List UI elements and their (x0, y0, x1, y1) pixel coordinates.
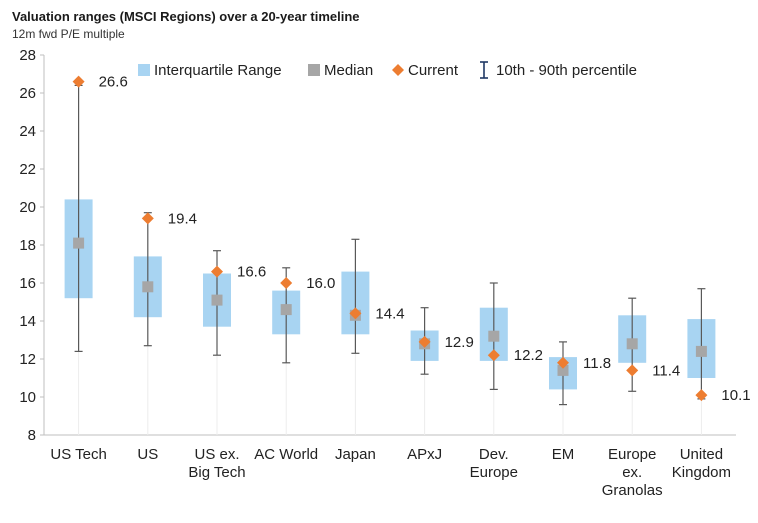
current-value-label: 16.0 (306, 275, 335, 292)
current-value-label: 12.2 (514, 347, 543, 364)
y-tick-label: 20 (19, 199, 36, 216)
legend-iqr-label: Interquartile Range (154, 62, 282, 79)
legend-iqr-swatch (138, 64, 150, 76)
current-marker (418, 335, 431, 348)
y-tick-label: 8 (28, 427, 36, 444)
current-value-label: 11.4 (652, 362, 680, 379)
legend-whisker-label: 10th - 90th percentile (496, 62, 637, 79)
current-marker (280, 277, 293, 289)
category-label: US ex. (194, 446, 239, 463)
median-marker (211, 294, 223, 306)
median-marker (626, 338, 638, 350)
y-tick-label: 28 (19, 47, 36, 64)
median-marker (557, 364, 569, 376)
current-value-label: 19.4 (168, 210, 197, 227)
current-marker (349, 307, 362, 320)
category-label: Kingdom (672, 464, 731, 481)
y-tick-label: 10 (19, 389, 36, 406)
current-value-label: 11.8 (583, 355, 611, 372)
legend-median-swatch (308, 64, 320, 76)
category-label: EM (552, 446, 575, 463)
category-label: US (137, 446, 158, 463)
current-value-label: 10.1 (721, 387, 750, 404)
median-marker (280, 304, 292, 316)
legend-current-label: Current (408, 62, 459, 79)
category-label: Europe (470, 464, 518, 481)
category-label: Big Tech (188, 464, 245, 481)
category-label: AC World (254, 446, 318, 463)
current-marker (557, 356, 569, 369)
y-tick-label: 16 (19, 275, 36, 292)
current-value-label: 12.9 (445, 334, 474, 351)
y-tick-label: 14 (19, 313, 36, 330)
current-value-label: 14.4 (375, 305, 404, 322)
category-label: Dev. (479, 446, 509, 463)
category-label: Europe (608, 446, 656, 463)
y-tick-label: 22 (19, 161, 36, 178)
category-label: APxJ (407, 446, 442, 463)
y-tick-label: 26 (19, 85, 36, 102)
current-marker (695, 389, 708, 402)
current-marker (211, 265, 223, 278)
current-marker (626, 364, 639, 377)
category-label: Japan (335, 446, 376, 463)
chart-title: Valuation ranges (MSCI Regions) over a 2… (12, 9, 360, 24)
current-marker (487, 349, 500, 362)
category-label: Granolas (602, 482, 663, 499)
category-label: US Tech (50, 446, 106, 463)
y-axis-label: 12m fwd P/E multiple (12, 27, 125, 41)
median-marker (695, 345, 707, 357)
y-tick-label: 18 (19, 237, 36, 254)
category-label: United (680, 446, 723, 463)
y-tick-label: 24 (19, 123, 36, 140)
category-label: ex. (622, 464, 642, 481)
current-marker (72, 75, 85, 88)
legend-current-swatch (392, 64, 404, 76)
current-value-label: 16.6 (237, 264, 266, 281)
median-marker (73, 237, 85, 249)
current-marker (141, 212, 154, 225)
y-tick-label: 12 (19, 351, 36, 368)
median-marker (142, 281, 154, 293)
legend-median-label: Median (324, 62, 373, 79)
current-value-label: 26.6 (99, 74, 128, 91)
median-marker (488, 330, 500, 342)
